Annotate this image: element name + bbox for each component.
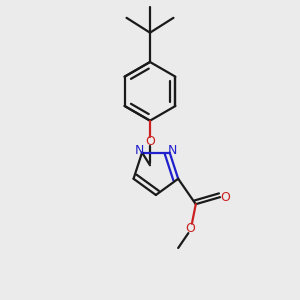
Text: O: O [145,134,155,148]
Text: N: N [134,144,144,157]
Text: N: N [168,144,178,157]
Text: O: O [220,190,230,204]
Text: O: O [185,222,195,235]
